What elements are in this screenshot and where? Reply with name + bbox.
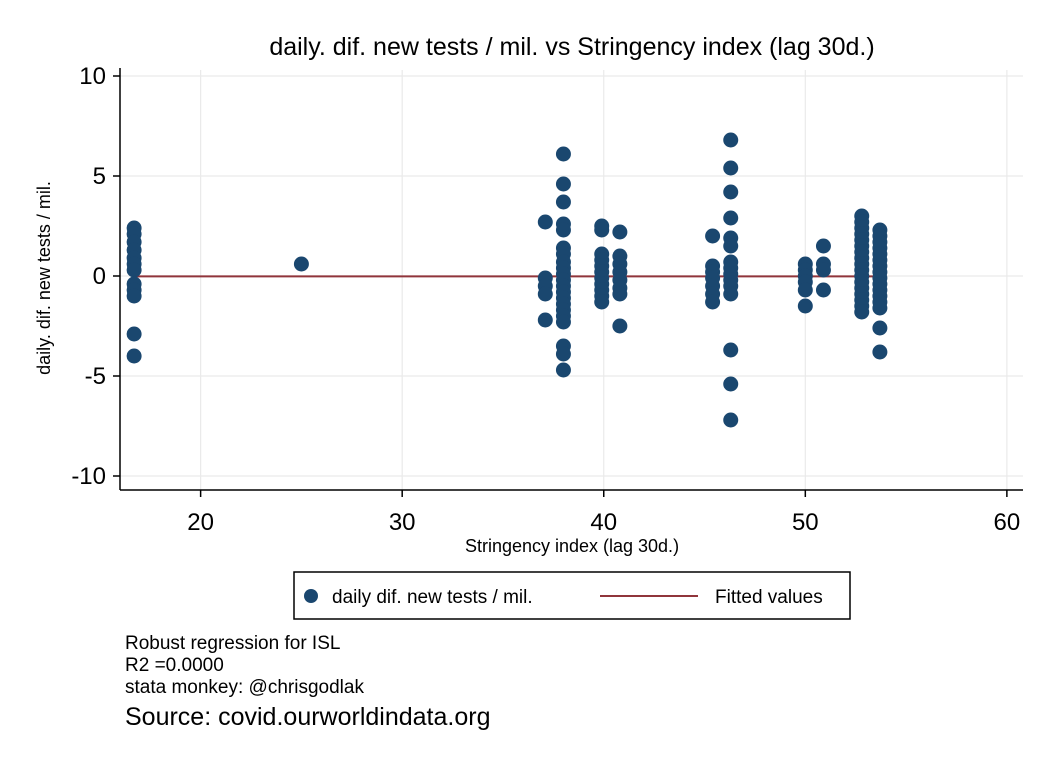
y-tick-label: -10: [71, 463, 106, 490]
x-tick-label: 40: [590, 509, 617, 536]
data-point: [815, 282, 831, 298]
data-point: [537, 286, 553, 302]
note-regression: Robust regression for ISL: [125, 633, 341, 654]
data-point: [815, 238, 831, 254]
y-tick-label: -5: [85, 363, 106, 390]
data-point: [537, 214, 553, 230]
data-point: [723, 210, 739, 226]
y-axis-label: daily. dif. new tests / mil.: [34, 181, 54, 375]
x-tick-label: 50: [792, 509, 819, 536]
x-axis-label: Stringency index (lag 30d.): [465, 536, 679, 556]
scatter-points: [126, 132, 888, 428]
data-point: [612, 286, 628, 302]
data-point: [872, 320, 888, 336]
data-point: [872, 300, 888, 316]
data-point: [555, 314, 571, 330]
data-point: [705, 294, 721, 310]
x-tick-label: 30: [389, 509, 416, 536]
grid-lines: [120, 70, 1023, 490]
legend-label-points: daily dif. new tests / mil.: [332, 587, 533, 608]
data-point: [797, 298, 813, 314]
data-point: [555, 362, 571, 378]
data-point: [537, 312, 553, 328]
legend: daily dif. new tests / mil. Fitted value…: [293, 571, 851, 620]
data-point: [594, 222, 610, 238]
data-point: [723, 160, 739, 176]
data-point: [126, 348, 142, 364]
data-point: [555, 146, 571, 162]
data-point: [872, 344, 888, 360]
legend-label-fitted: Fitted values: [715, 587, 823, 608]
note-r2: R2 =0.0000: [125, 655, 224, 676]
data-point: [723, 184, 739, 200]
data-point: [815, 262, 831, 278]
y-tick-label: 10: [79, 63, 106, 90]
y-tick-label: 5: [93, 163, 106, 190]
data-point: [723, 376, 739, 392]
data-point: [612, 318, 628, 334]
data-point: [723, 412, 739, 428]
data-point: [555, 176, 571, 192]
data-point: [723, 238, 739, 254]
data-point: [555, 222, 571, 238]
data-point: [293, 256, 309, 272]
data-point: [797, 282, 813, 298]
data-point: [723, 132, 739, 148]
legend-box: [293, 571, 851, 620]
data-point: [723, 342, 739, 358]
y-tick-label: 0: [93, 263, 106, 290]
data-point: [555, 346, 571, 362]
note-credit: stata monkey: @chrisgodlak: [125, 677, 364, 698]
x-tick-label: 60: [994, 509, 1021, 536]
data-point: [612, 224, 628, 240]
data-point: [126, 262, 142, 278]
data-point: [594, 294, 610, 310]
data-point: [555, 194, 571, 210]
x-tick-label: 20: [187, 509, 214, 536]
data-point: [126, 288, 142, 304]
legend-marker-points: [304, 589, 318, 603]
data-point: [854, 304, 870, 320]
chart-title: daily. dif. new tests / mil. vs Stringen…: [269, 33, 874, 61]
data-point: [126, 326, 142, 342]
data-point: [705, 228, 721, 244]
source-note: Source: covid.ourworldindata.org: [125, 703, 491, 731]
data-point: [723, 286, 739, 302]
